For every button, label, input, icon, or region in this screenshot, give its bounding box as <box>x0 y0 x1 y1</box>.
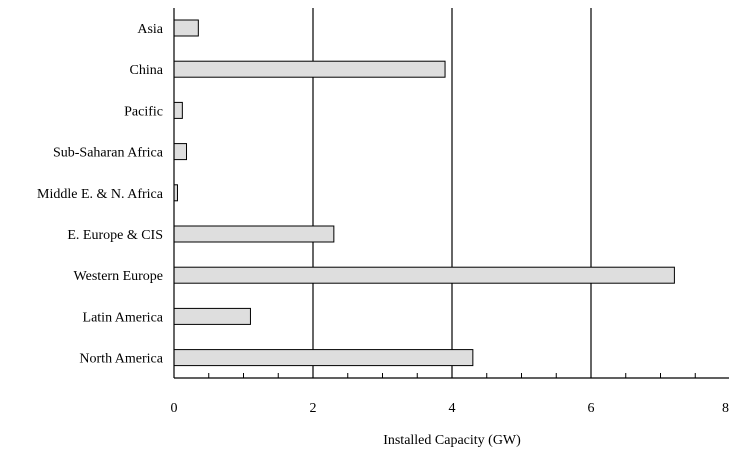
bar-china <box>173 60 446 78</box>
x-axis-title: Installed Capacity (GW) <box>383 433 521 448</box>
category-label: Sub-Saharan Africa <box>53 146 164 161</box>
bar-asia <box>173 19 199 37</box>
category-label: North America <box>79 352 163 367</box>
category-labels: Asia China Pacific Sub-Saharan Africa Middle… <box>37 22 164 367</box>
x-tick-label: 4 <box>449 401 456 416</box>
bar-pacific <box>173 101 183 119</box>
ticks-layer <box>173 370 696 378</box>
x-tick-label: 2 <box>310 401 317 416</box>
x-tick-labels: 0 2 4 6 8 <box>171 401 729 416</box>
category-label: Western Europe <box>74 269 163 284</box>
category-label: Latin America <box>83 310 164 325</box>
bar-sub-saharan-africa <box>173 143 188 161</box>
x-tick-label: 0 <box>171 401 178 416</box>
category-label: Asia <box>137 22 163 37</box>
bar-north-america <box>173 349 474 367</box>
bar-latin-america <box>173 307 251 325</box>
bars-layer <box>173 19 675 367</box>
category-label: Middle E. & N. Africa <box>37 187 164 202</box>
x-tick-label: 8 <box>722 401 729 416</box>
category-label: E. Europe & CIS <box>67 228 163 243</box>
x-tick-label: 6 <box>588 401 595 416</box>
bar-e-europe-cis <box>173 225 335 243</box>
bar-western-europe <box>173 266 675 284</box>
category-label: China <box>130 63 164 78</box>
category-label: Pacific <box>124 104 163 119</box>
